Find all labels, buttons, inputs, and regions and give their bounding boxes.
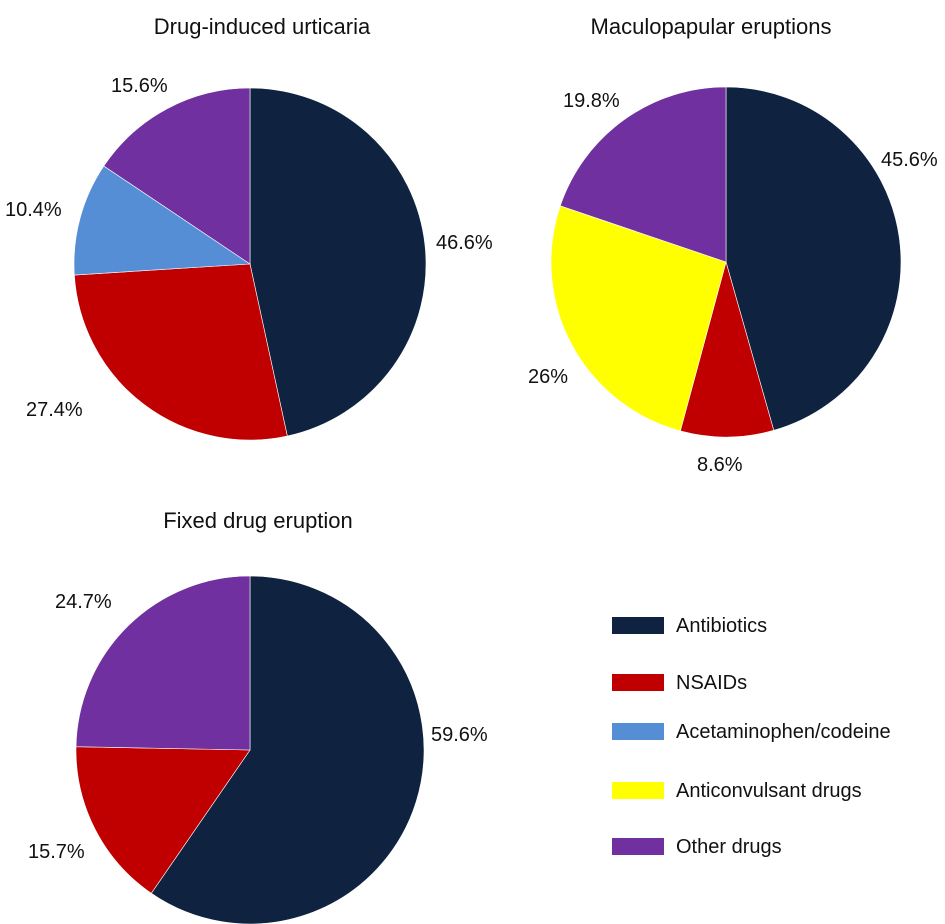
pie-slice-antibiotics (725, 86, 902, 431)
pie-slice-other-drugs (559, 86, 727, 263)
pie-slice-nsaids (679, 260, 775, 438)
legend-label-acetaminophen-codeine: Acetaminophen/codeine (676, 721, 891, 743)
legend-label-nsaids: NSAIDs (676, 672, 747, 694)
legend-swatch-acetaminophen-codeine (612, 723, 664, 740)
slice-label-anticonvulsant-drugs: 26% (528, 366, 568, 388)
chart-title: Maculopapular eruptions (591, 14, 832, 39)
legend-swatch-anticonvulsant-drugs (612, 782, 664, 799)
legend: Antibiotics NSAIDs Acetaminophen/codeine… (612, 615, 891, 858)
legend-swatch-nsaids (612, 674, 664, 691)
slice-label-nsaids: 27.4% (26, 399, 83, 421)
slice-label-other-drugs: 15.6% (111, 75, 168, 97)
pie-slice-nsaids (75, 746, 251, 894)
pie-slice-other-drugs (103, 87, 251, 265)
chart-drug-induced-urticaria: Drug-induced urticaria 46.6% 27.4% 10.4%… (5, 14, 493, 441)
legend-swatch-antibiotics (612, 617, 664, 634)
slice-label-other-drugs: 19.8% (563, 90, 620, 112)
slice-label-acetaminophen-codeine: 10.4% (5, 199, 62, 221)
chart-maculopapular-eruptions: Maculopapular eruptions 45.6% 8.6% 26% 1… (528, 14, 938, 476)
pie-slice-anticonvulsant-drugs (550, 205, 727, 432)
pie-slices (73, 87, 427, 441)
legend-label-anticonvulsant-drugs: Anticonvulsant drugs (676, 780, 862, 802)
chart-title: Drug-induced urticaria (154, 14, 371, 39)
chart-title: Fixed drug eruption (163, 508, 353, 533)
legend-label-other-drugs: Other drugs (676, 836, 782, 858)
pie-slice-nsaids (74, 263, 288, 441)
pie-slice-other-drugs (75, 575, 251, 751)
slice-label-antibiotics: 59.6% (431, 724, 488, 746)
pie-slices (75, 575, 425, 924)
slice-label-antibiotics: 46.6% (436, 232, 493, 254)
legend-label-antibiotics: Antibiotics (676, 615, 767, 637)
slice-label-other-drugs: 24.7% (55, 591, 112, 613)
legend-swatch-other-drugs (612, 838, 664, 855)
pie-slices (550, 86, 902, 438)
pie-slice-acetaminophen-codeine (73, 165, 251, 276)
pie-slice-antibiotics (249, 87, 427, 437)
slice-label-nsaids: 15.7% (28, 841, 85, 863)
slice-label-antibiotics: 45.6% (881, 149, 938, 171)
slice-label-nsaids: 8.6% (697, 454, 743, 476)
chart-fixed-drug-eruption: Fixed drug eruption 59.6% 15.7% 24.7% (28, 508, 488, 924)
